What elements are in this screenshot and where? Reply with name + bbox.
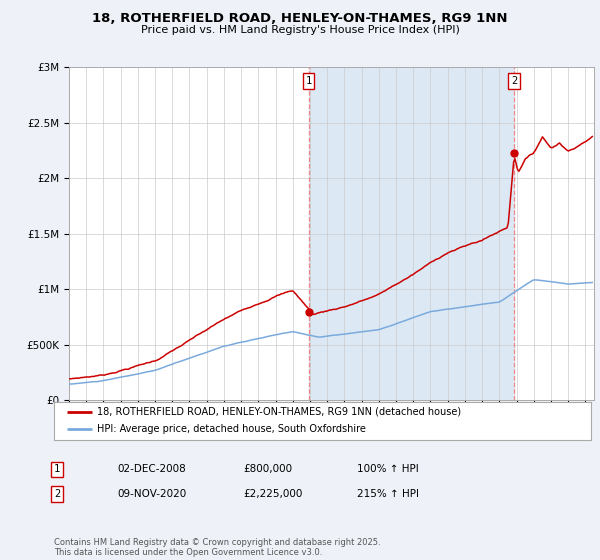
- Bar: [308, 67, 514, 400]
- Text: £2,225,000: £2,225,000: [243, 489, 302, 499]
- Text: 215% ↑ HPI: 215% ↑ HPI: [357, 489, 419, 499]
- Text: 2: 2: [54, 489, 60, 499]
- Text: 18, ROTHERFIELD ROAD, HENLEY-ON-THAMES, RG9 1NN: 18, ROTHERFIELD ROAD, HENLEY-ON-THAMES, …: [92, 12, 508, 25]
- Text: 2: 2: [511, 76, 517, 86]
- Text: 1: 1: [305, 76, 312, 86]
- Text: HPI: Average price, detached house, South Oxfordshire: HPI: Average price, detached house, Sout…: [97, 424, 366, 435]
- Text: 1: 1: [54, 464, 60, 474]
- Text: 02-DEC-2008: 02-DEC-2008: [117, 464, 186, 474]
- Text: 100% ↑ HPI: 100% ↑ HPI: [357, 464, 419, 474]
- Text: Contains HM Land Registry data © Crown copyright and database right 2025.
This d: Contains HM Land Registry data © Crown c…: [54, 538, 380, 557]
- Text: Price paid vs. HM Land Registry's House Price Index (HPI): Price paid vs. HM Land Registry's House …: [140, 25, 460, 35]
- Text: 09-NOV-2020: 09-NOV-2020: [117, 489, 186, 499]
- Text: £800,000: £800,000: [243, 464, 292, 474]
- Text: 18, ROTHERFIELD ROAD, HENLEY-ON-THAMES, RG9 1NN (detached house): 18, ROTHERFIELD ROAD, HENLEY-ON-THAMES, …: [97, 407, 461, 417]
